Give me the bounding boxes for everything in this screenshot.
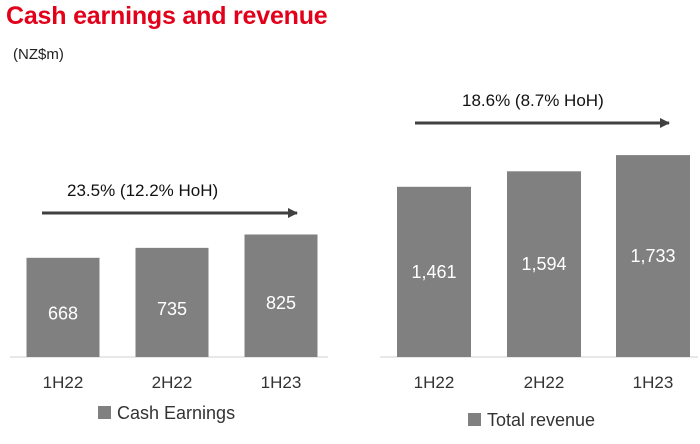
page-title: Cash earnings and revenue	[6, 2, 328, 30]
tick-label-1h23: 1H23	[261, 373, 302, 392]
value-label-1h22: 1,461	[411, 262, 456, 282]
value-label-1h22: 668	[48, 303, 78, 323]
unit-label: (NZ$m)	[13, 46, 64, 63]
value-label-1h23: 825	[266, 293, 296, 313]
cash-earnings-chart: 668 735 825 1H22 2H22 1H23 23.5% (12.2% …	[10, 181, 328, 423]
tick-label-1h22: 1H22	[43, 373, 84, 392]
legend-swatch	[468, 413, 481, 426]
bar-2h22	[507, 171, 581, 357]
bar-1h23	[244, 234, 318, 357]
total-revenue-chart: 1,461 1,594 1,733 1H22 2H22 1H23 18.6% (…	[380, 91, 698, 430]
tick-label-1h22: 1H22	[414, 373, 455, 392]
growth-annotation: 23.5% (12.2% HoH)	[67, 181, 218, 200]
bar-1h22	[397, 186, 471, 357]
value-label-1h23: 1,733	[630, 246, 675, 266]
tick-label-1h23: 1H23	[633, 373, 674, 392]
legend-label: Total revenue	[487, 410, 595, 430]
value-label-2h22: 735	[157, 299, 187, 319]
bar-1h23	[616, 155, 690, 357]
tick-label-2h22: 2H22	[152, 373, 193, 392]
tick-label-2h22: 2H22	[524, 373, 565, 392]
legend-swatch	[98, 406, 111, 419]
bar-1h22	[26, 257, 100, 357]
value-label-2h22: 1,594	[521, 254, 566, 274]
bar-2h22	[135, 247, 209, 357]
growth-annotation: 18.6% (8.7% HoH)	[462, 91, 604, 110]
legend-label: Cash Earnings	[117, 403, 235, 423]
